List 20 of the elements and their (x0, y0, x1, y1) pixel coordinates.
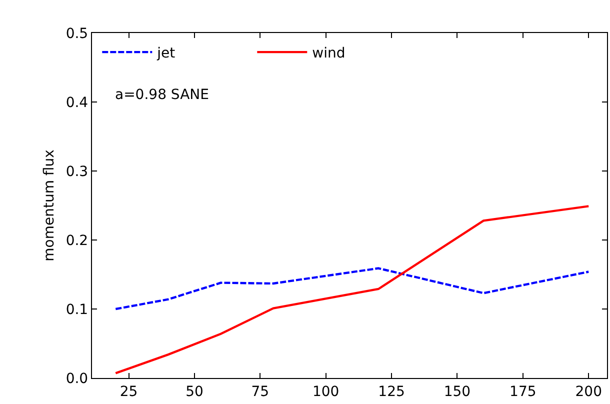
line-series (114, 267, 590, 310)
x-tick-label: 200 (575, 384, 602, 400)
x-tick-label: 175 (510, 384, 536, 400)
legend-label: wind (312, 46, 346, 62)
x-tick-label: 125 (378, 384, 405, 400)
y-tick-label: 0.5 (66, 26, 88, 42)
y-tick-label: 0.4 (66, 94, 88, 111)
y-tick-label: 0.0 (66, 370, 88, 387)
legend-label: jet (156, 46, 176, 62)
y-axis-title: momentum flux (41, 150, 58, 262)
x-tick-label: 150 (444, 384, 471, 400)
y-tick-label: 0.2 (66, 232, 88, 249)
line-series (114, 205, 590, 374)
x-tick-label: 75 (251, 384, 270, 400)
x-tick-label: 100 (312, 384, 340, 400)
y-tick-label: 0.1 (66, 302, 88, 318)
x-tick-label: 25 (120, 384, 138, 400)
x-tick-label: 50 (186, 384, 204, 400)
y-tick-label: 0.3 (66, 164, 88, 180)
annotation: a=0.98 SANE (115, 87, 209, 103)
